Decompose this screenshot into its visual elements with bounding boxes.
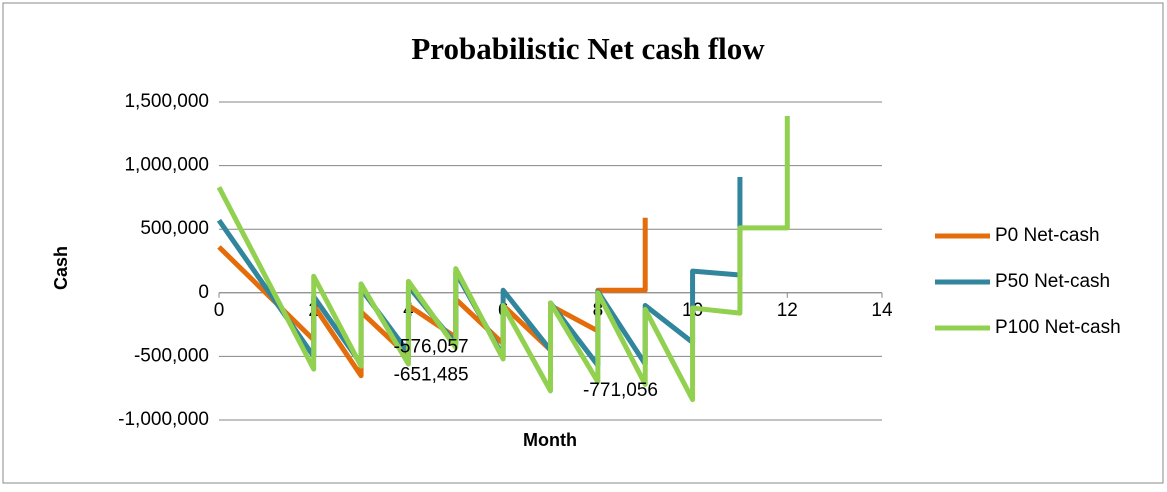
y-tick-label: -1,000,000 — [118, 409, 209, 430]
chart-border — [2, 2, 1164, 484]
data-label: -771,056 — [583, 380, 658, 401]
x-tick-label: 12 — [777, 300, 798, 321]
y-axis-title: Cash — [51, 246, 71, 290]
legend-label: P0 Net-cash — [995, 225, 1100, 246]
series-line — [216, 115, 790, 403]
y-tick-label: 0 — [198, 282, 209, 303]
data-label: -651,485 — [394, 365, 469, 386]
y-tick-label: 1,500,000 — [124, 91, 209, 112]
x-tick-label: 14 — [871, 300, 893, 321]
legend-label: P100 Net-cash — [995, 317, 1121, 338]
y-tick-label: 500,000 — [140, 218, 209, 239]
x-tick-label: 0 — [214, 300, 225, 321]
y-tick-label: 1,000,000 — [124, 155, 209, 176]
x-axis-title: Month — [523, 430, 577, 450]
data-label: -576,057 — [394, 337, 469, 358]
y-tick-label: -500,000 — [134, 345, 209, 366]
chart-title: Probabilistic Net cash flow — [411, 31, 765, 66]
legend-label: P50 Net-cash — [995, 271, 1110, 292]
